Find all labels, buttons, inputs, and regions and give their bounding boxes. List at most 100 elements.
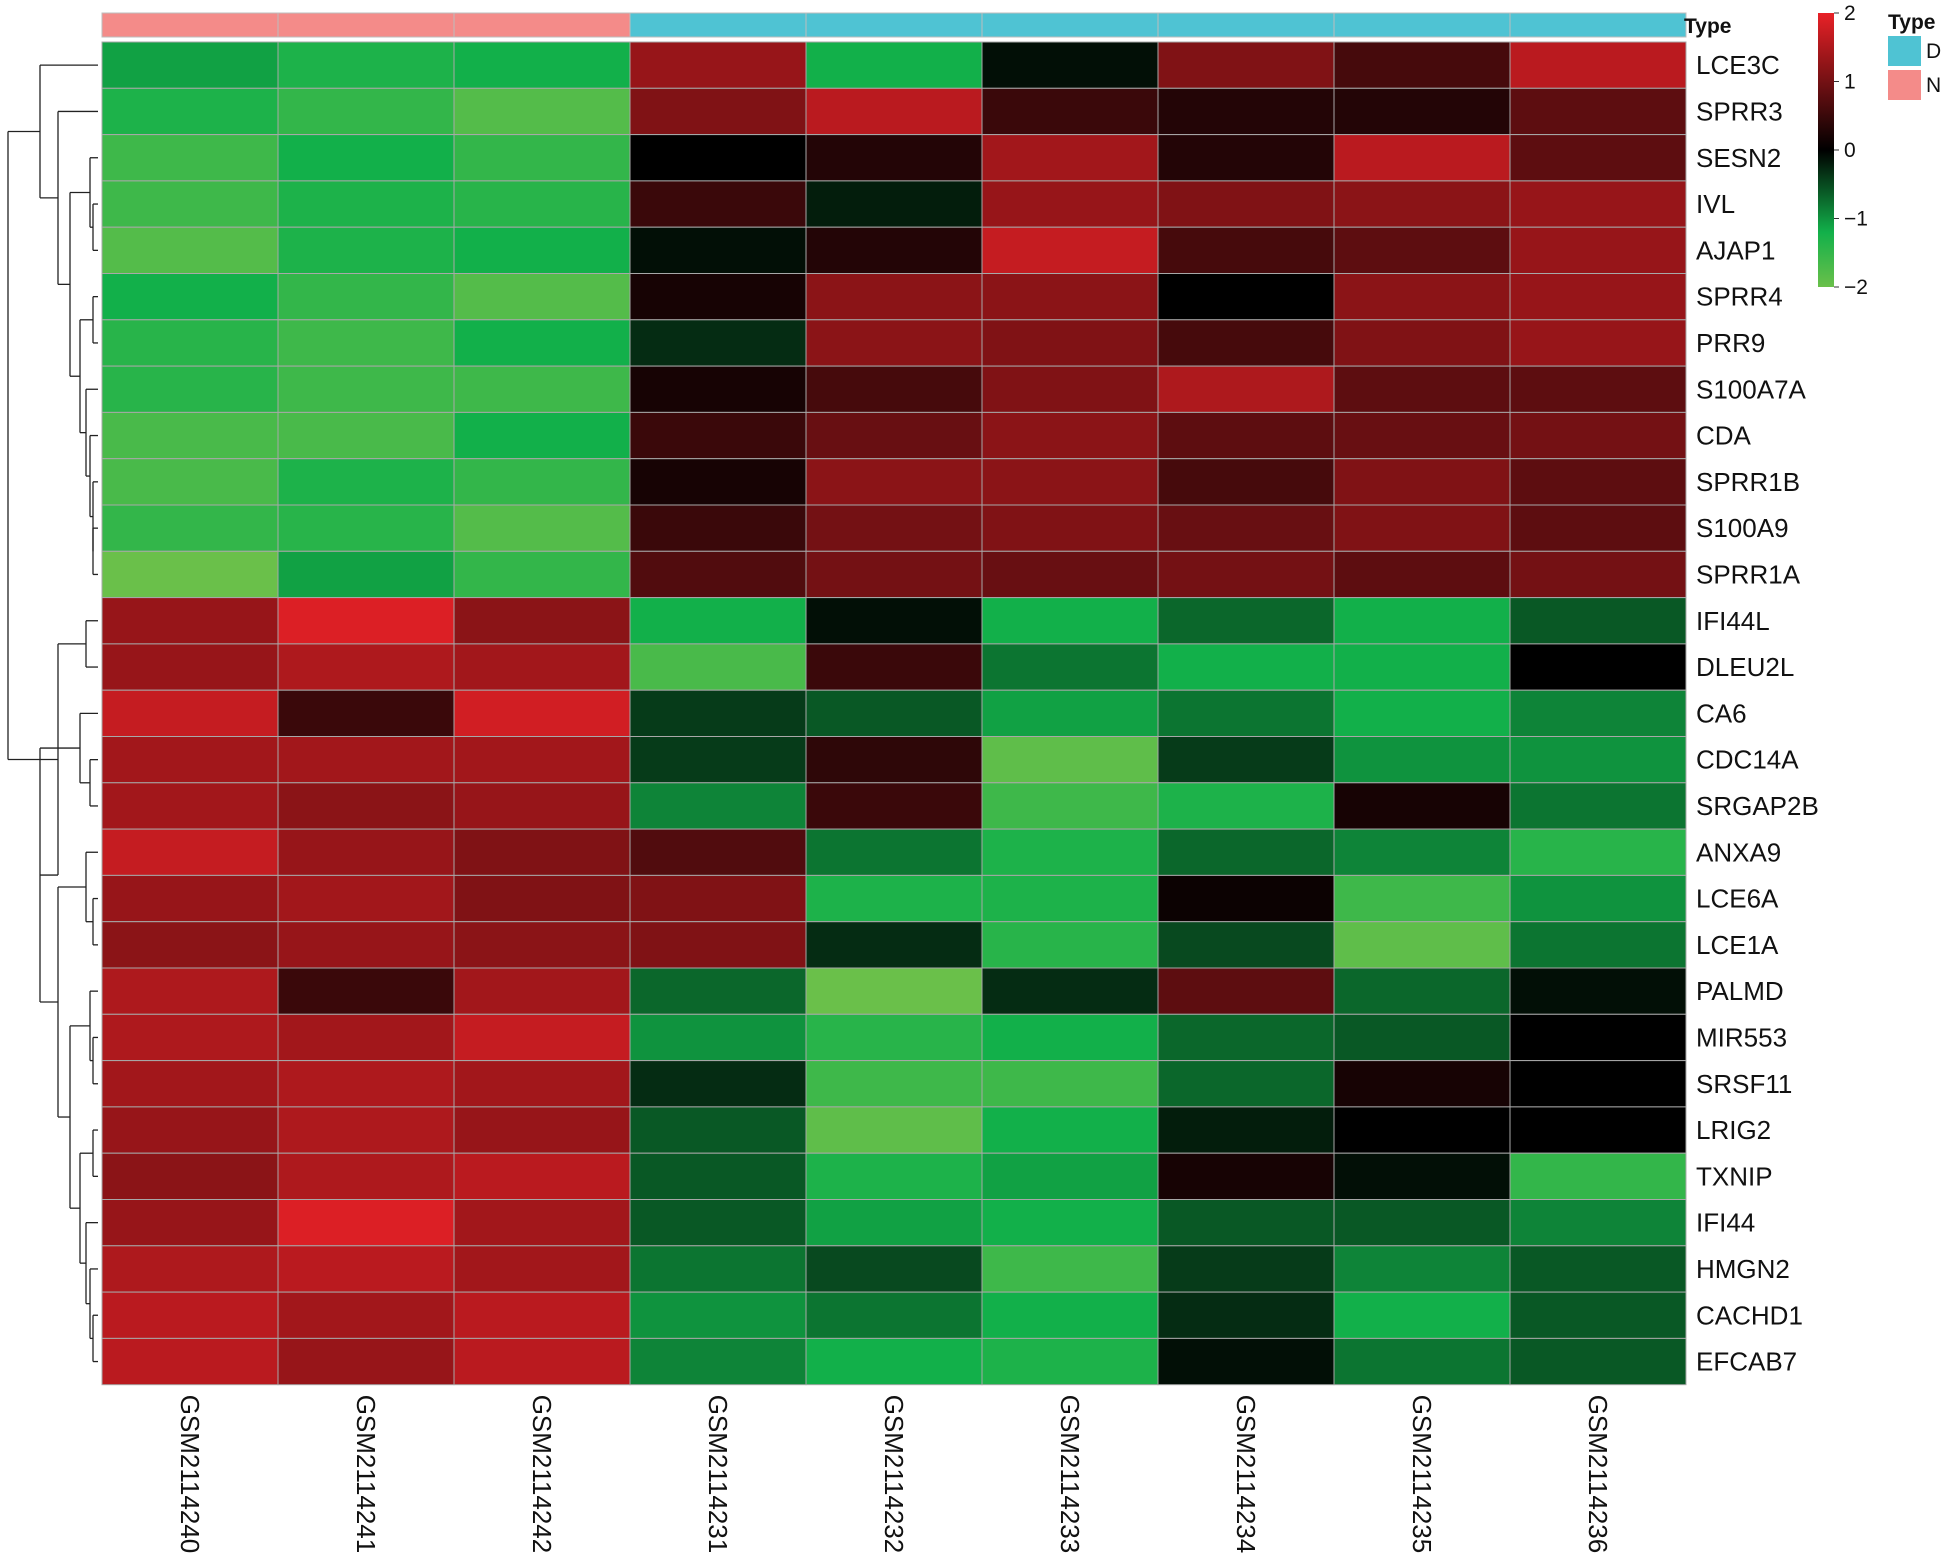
heatmap-cell bbox=[101, 689, 279, 738]
heatmap-cell bbox=[277, 504, 455, 552]
heatmap-cell bbox=[1509, 180, 1687, 228]
heatmap-cell bbox=[1333, 1013, 1511, 1062]
heatmap-cell bbox=[1333, 782, 1511, 830]
heatmap-cell bbox=[1509, 1060, 1687, 1108]
heatmap-cell bbox=[1509, 643, 1687, 691]
heatmap-cell bbox=[1157, 1199, 1335, 1247]
heatmap-cell bbox=[101, 273, 279, 321]
column-label: GSM2114231 bbox=[703, 1395, 733, 1554]
heatmap-cell bbox=[805, 1291, 983, 1339]
heatmap-cell bbox=[1333, 1245, 1511, 1293]
heatmap-cell bbox=[981, 365, 1159, 413]
heatmap-cell bbox=[805, 736, 983, 784]
heatmap-cell bbox=[101, 41, 279, 89]
heatmap-cell bbox=[277, 87, 455, 136]
heatmap-cell bbox=[453, 365, 631, 413]
type-annotation-cell bbox=[101, 12, 279, 38]
heatmap-cell bbox=[101, 411, 279, 460]
heatmap-cell bbox=[453, 1013, 631, 1062]
heatmap-cell bbox=[277, 782, 455, 830]
heatmap-cell bbox=[453, 828, 631, 876]
heatmap-cell bbox=[1333, 1337, 1511, 1386]
row-label: PALMD bbox=[1696, 976, 1784, 1006]
heatmap-cell bbox=[805, 1199, 983, 1247]
heatmap-cell bbox=[277, 1013, 455, 1062]
heatmap-cell bbox=[1157, 921, 1335, 969]
heatmap-cell bbox=[453, 1337, 631, 1386]
row-label: MIR553 bbox=[1696, 1022, 1787, 1052]
heatmap-cells bbox=[101, 41, 1687, 1386]
heatmap-cell bbox=[981, 782, 1159, 830]
heatmap-cell bbox=[981, 1106, 1159, 1154]
row-label: IFI44L bbox=[1696, 606, 1770, 636]
heatmap-cell bbox=[453, 643, 631, 691]
heatmap-cell bbox=[981, 504, 1159, 552]
type-annotation-cell bbox=[277, 12, 455, 38]
heatmap-cell bbox=[1509, 736, 1687, 784]
heatmap-cell bbox=[277, 1199, 455, 1247]
heatmap-cell bbox=[1333, 597, 1511, 645]
heatmap-cell bbox=[1333, 736, 1511, 784]
heatmap-cell bbox=[1333, 458, 1511, 506]
type-annotation-cell bbox=[629, 12, 807, 38]
heatmap-cell bbox=[101, 828, 279, 876]
heatmap-cell bbox=[453, 226, 631, 274]
heatmap-cell bbox=[981, 1245, 1159, 1293]
heatmap-cell bbox=[1333, 134, 1511, 182]
heatmap-cell bbox=[981, 874, 1159, 923]
row-label: IVL bbox=[1696, 189, 1735, 219]
heatmap-cell bbox=[101, 504, 279, 552]
heatmap-cell bbox=[277, 874, 455, 923]
type-annotation-cell bbox=[1157, 12, 1335, 38]
heatmap-cell bbox=[629, 643, 807, 691]
heatmap-cell bbox=[805, 1060, 983, 1108]
heatmap-cell bbox=[453, 597, 631, 645]
heatmap-cell bbox=[805, 782, 983, 830]
heatmap-cell bbox=[629, 1152, 807, 1200]
heatmap-cell bbox=[277, 1337, 455, 1386]
row-label: SPRR4 bbox=[1696, 282, 1783, 312]
type-annotation-cell bbox=[1509, 12, 1687, 38]
heatmap-cell bbox=[1157, 1060, 1335, 1108]
heatmap-cell bbox=[629, 736, 807, 784]
heatmap-cell bbox=[805, 41, 983, 89]
heatmap-cell bbox=[805, 967, 983, 1015]
color-scale-tick-label: 1 bbox=[1844, 71, 1856, 94]
heatmap-cell bbox=[101, 874, 279, 923]
column-labels: GSM2114240 GSM2114241 GSM2114242 GSM2114231… bbox=[175, 1395, 1613, 1554]
color-scale-bar bbox=[1818, 13, 1834, 287]
heatmap-cell bbox=[1157, 411, 1335, 460]
row-label: CACHD1 bbox=[1696, 1300, 1803, 1330]
heatmap-cell bbox=[1509, 87, 1687, 136]
row-label: TXNIP bbox=[1696, 1161, 1773, 1191]
heatmap-cell bbox=[101, 319, 279, 367]
column-label: GSM2114241 bbox=[351, 1395, 381, 1554]
heatmap-cell bbox=[981, 550, 1159, 599]
heatmap-cell bbox=[981, 1337, 1159, 1386]
heatmap-cell bbox=[101, 365, 279, 413]
heatmap-cell bbox=[1157, 226, 1335, 274]
heatmap-cell bbox=[1333, 226, 1511, 274]
heatmap-cell bbox=[805, 319, 983, 367]
heatmap-cell bbox=[629, 874, 807, 923]
heatmap-cell bbox=[1509, 874, 1687, 923]
heatmap-cell bbox=[805, 180, 983, 228]
heatmap-cell bbox=[981, 921, 1159, 969]
heatmap-cell bbox=[629, 1060, 807, 1108]
row-label: LCE3C bbox=[1696, 50, 1780, 80]
heatmap-cell bbox=[805, 550, 983, 599]
color-scale-tick-label: 2 bbox=[1844, 2, 1856, 25]
row-label: IFI44 bbox=[1696, 1208, 1755, 1238]
heatmap-cell bbox=[805, 921, 983, 969]
heatmap-cell bbox=[101, 134, 279, 182]
heatmap-cell bbox=[1157, 1013, 1335, 1062]
heatmap-cell bbox=[805, 874, 983, 923]
color-scale-legend: 2 1 0 −1 −2 bbox=[1818, 2, 1868, 299]
heatmap-cell bbox=[805, 828, 983, 876]
type-legend-label: N bbox=[1926, 74, 1941, 97]
heatmap-cell bbox=[1157, 87, 1335, 136]
column-label: GSM2114234 bbox=[1231, 1395, 1261, 1554]
type-annotation-cell bbox=[805, 12, 983, 38]
heatmap-cell bbox=[277, 273, 455, 321]
